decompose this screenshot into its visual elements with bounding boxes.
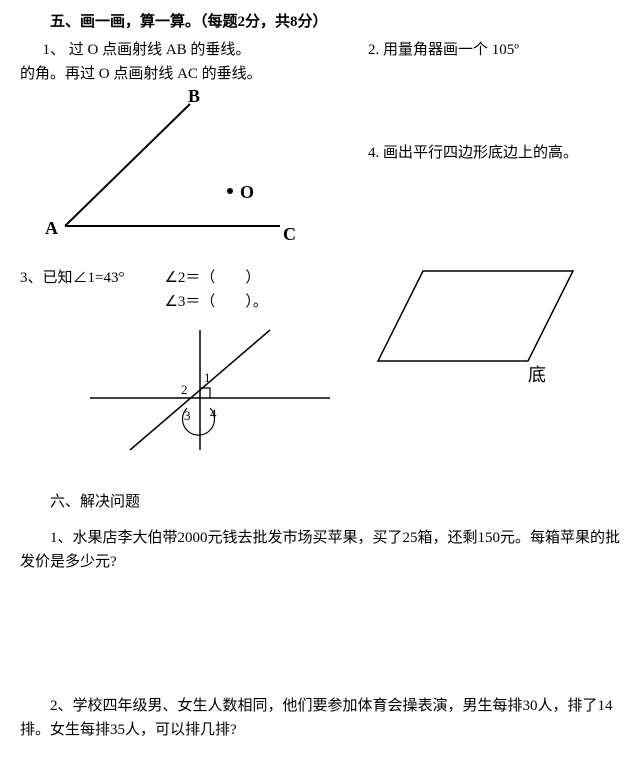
- angle-label-1: 1: [204, 370, 211, 385]
- q6-1: 1、水果店李大伯带2000元钱去批发市场买苹果，买了25箱，还剩150元。每箱苹…: [20, 526, 620, 574]
- angle-label-3: 3: [184, 408, 191, 423]
- angle-label-4: 4: [210, 406, 217, 421]
- q2-text: 2. 用量角器画一个 105º: [368, 38, 620, 62]
- angle-label-2: 2: [181, 382, 188, 397]
- q1-line1: 1、 过 O 点画射线 AB 的垂线。: [20, 38, 368, 62]
- q3-eq1: ∠2＝（ ）: [164, 266, 267, 290]
- q3-leader: 3、已知∠1=43°: [20, 266, 124, 290]
- angle-svg: A B C O: [20, 86, 320, 256]
- angle-figure: A B C O: [20, 86, 368, 256]
- figures-top-row: A B C O 4. 画出平行四边形底边上的高。: [20, 86, 620, 256]
- parallelogram-shape: [378, 271, 573, 361]
- parallelogram-figure: 底: [368, 256, 620, 396]
- parallelogram-svg: 底: [368, 256, 588, 396]
- section6-header: 六、解决问题: [20, 490, 620, 514]
- intersecting-lines-figure: 1 2 3 4: [80, 320, 368, 460]
- label-o: O: [240, 182, 254, 202]
- q1q2-row: 1、 过 O 点画射线 AB 的垂线。 2. 用量角器画一个 105º: [20, 38, 620, 62]
- label-b: B: [188, 86, 200, 106]
- section5-header: 五、画一画，算一算。（每题2分，共8分）: [20, 10, 620, 34]
- point-o: [227, 188, 233, 194]
- base-label: 底: [528, 365, 546, 385]
- ray-ab: [65, 104, 190, 226]
- q1-line2: 的角。再过 O 点画射线 AC 的垂线。: [20, 62, 620, 86]
- lines-svg: 1 2 3 4: [80, 320, 340, 460]
- q4-text: 4. 画出平行四边形底边上的高。: [368, 141, 620, 165]
- q3-eq2: ∠3＝（ ）。: [164, 290, 267, 314]
- label-c: C: [283, 224, 296, 244]
- q3q4fig-row: 3、已知∠1=43° ∠2＝（ ） ∠3＝（ ）。 1 2: [20, 256, 620, 460]
- label-a: A: [45, 218, 58, 238]
- q6-2: 2、学校四年级男、女生人数相同，他们要参加体育会操表演，男生每排30人，排了14…: [20, 694, 620, 742]
- section6: 六、解决问题 1、水果店李大伯带2000元钱去批发市场买苹果，买了25箱，还剩1…: [20, 490, 620, 742]
